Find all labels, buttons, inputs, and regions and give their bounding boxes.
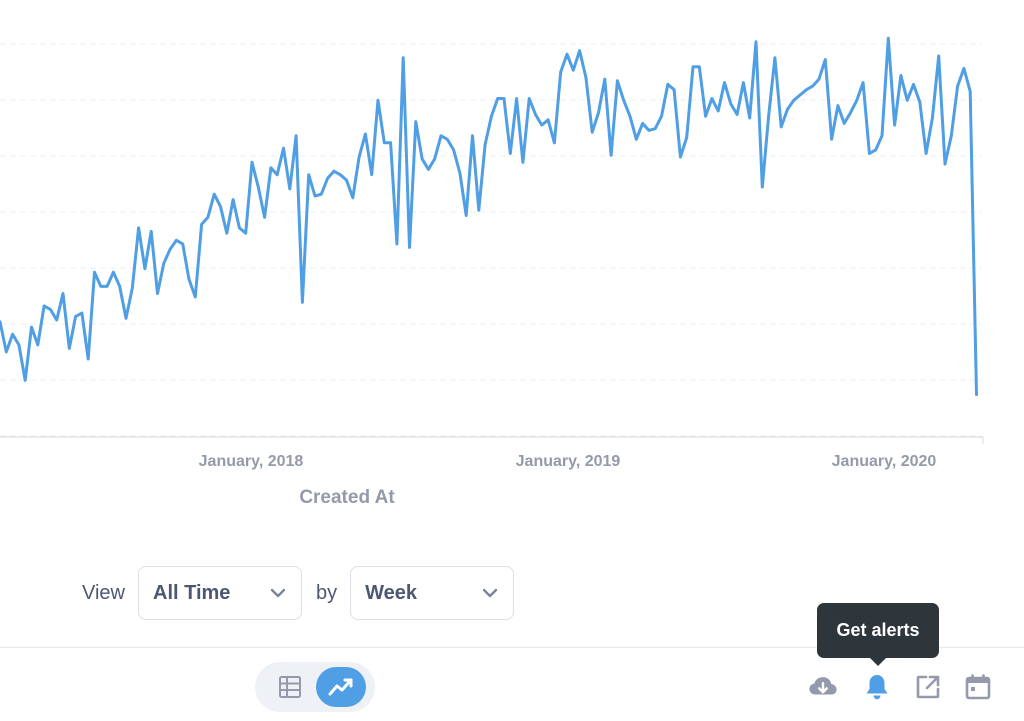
x-tick-label: January, 2018 <box>199 453 304 470</box>
view-label: View <box>82 581 125 604</box>
line-chart: January, 2018 January, 2019 January, 2020 … <box>0 36 984 508</box>
chart-view-button[interactable] <box>316 667 366 707</box>
view-controls: View All Time by Week <box>82 565 515 621</box>
x-tick-labels: January, 2018 January, 2019 January, 2020 <box>199 453 937 470</box>
bell-icon <box>866 675 888 700</box>
x-axis-title: Created At <box>299 487 395 508</box>
download-button[interactable] <box>808 672 838 702</box>
share-button[interactable] <box>913 672 943 702</box>
series-line <box>0 36 978 396</box>
x-tick-label: January, 2019 <box>516 453 621 470</box>
x-tick-label: January, 2020 <box>832 453 937 470</box>
x-axis <box>0 436 984 444</box>
chevron-down-icon <box>270 588 286 598</box>
time-range-value: All Time <box>153 581 231 604</box>
time-unit-select[interactable]: Week <box>350 566 515 620</box>
series-layer <box>0 36 978 396</box>
schedule-button[interactable] <box>963 672 993 702</box>
table-view-button[interactable] <box>265 667 315 707</box>
chart-area: January, 2018 January, 2019 January, 2020 … <box>0 36 984 508</box>
gridlines <box>0 43 982 437</box>
chevron-down-icon <box>482 588 498 598</box>
get-alerts-tooltip: Get alerts <box>817 603 939 658</box>
display-toggle <box>255 662 375 712</box>
share-icon <box>916 675 940 699</box>
calendar-icon <box>965 674 991 700</box>
download-icon <box>809 677 837 695</box>
get-alerts-button[interactable] <box>862 672 892 702</box>
table-icon <box>279 676 301 698</box>
by-label: by <box>316 581 338 604</box>
line-chart-icon <box>328 678 353 696</box>
footer-toolbar <box>0 647 1024 721</box>
tooltip-arrow <box>869 657 887 666</box>
time-unit-value: Week <box>365 581 418 604</box>
tooltip-text: Get alerts <box>836 620 920 640</box>
time-range-select[interactable]: All Time <box>138 566 302 620</box>
